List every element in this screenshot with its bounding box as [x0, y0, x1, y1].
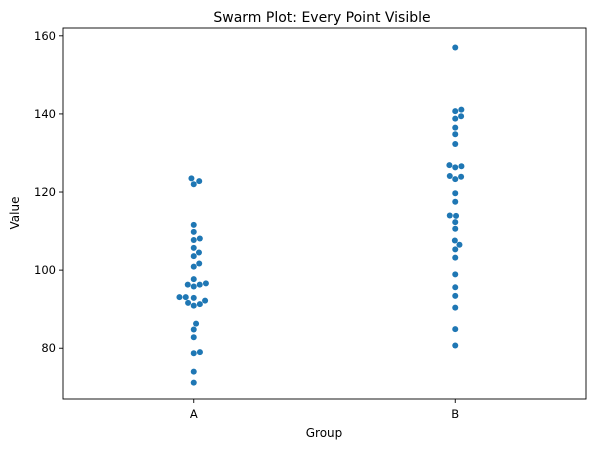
data-point-b: [453, 212, 460, 219]
data-point-a: [190, 350, 197, 357]
data-point-a: [196, 235, 203, 242]
data-point-b: [458, 173, 465, 180]
data-point-a: [196, 281, 203, 288]
y-tick-label: 80: [41, 341, 56, 355]
data-point-b: [458, 163, 465, 170]
data-point-a: [190, 263, 197, 270]
data-point-b: [456, 241, 463, 248]
data-point-b: [452, 225, 459, 232]
data-point-a: [196, 178, 203, 185]
data-point-a: [190, 276, 197, 283]
data-point-b: [452, 164, 459, 171]
data-point-a: [202, 297, 209, 304]
x-tick-label: A: [190, 407, 198, 421]
data-point-b: [452, 271, 459, 278]
data-point-a: [193, 320, 200, 327]
x-axis-label: Group: [306, 426, 343, 440]
data-point-a: [190, 253, 197, 260]
data-point-a: [195, 249, 202, 256]
data-point-b: [452, 124, 459, 131]
data-point-b: [452, 246, 459, 253]
data-point-b: [452, 304, 459, 311]
data-point-b: [458, 113, 465, 120]
y-tick-label: 100: [34, 263, 56, 277]
data-point-a: [190, 294, 197, 301]
data-point-a: [196, 349, 203, 356]
data-point-a: [190, 379, 197, 386]
data-point-b: [452, 131, 459, 138]
data-points: [176, 44, 465, 386]
data-point-a: [176, 294, 183, 301]
data-point-b: [452, 326, 459, 333]
data-point-b: [452, 115, 459, 122]
data-point-a: [190, 228, 197, 235]
data-point-b: [452, 219, 459, 226]
data-point-b: [446, 173, 453, 180]
data-point-a: [190, 237, 197, 244]
data-point-b: [452, 176, 459, 183]
data-point-a: [190, 244, 197, 251]
data-point-b: [452, 44, 459, 51]
data-point-a: [190, 283, 197, 290]
data-point-a: [202, 280, 209, 287]
data-point-b: [452, 284, 459, 291]
data-point-b: [452, 292, 459, 299]
data-point-a: [190, 181, 197, 188]
data-point-a: [190, 368, 197, 375]
plot-frame: [62, 27, 587, 400]
chart-title: Swarm Plot: Every Point Visible: [213, 10, 430, 26]
y-axis-label: Value: [8, 197, 22, 230]
data-point-b: [452, 108, 459, 115]
data-point-b: [452, 254, 459, 261]
y-axis: 80 100 120 140 160: [34, 29, 63, 355]
x-tick-label: B: [451, 407, 459, 421]
data-point-b: [452, 190, 459, 197]
data-point-b: [446, 162, 453, 169]
y-tick-label: 120: [34, 185, 56, 199]
data-point-b: [452, 140, 459, 147]
data-point-a: [184, 281, 191, 288]
data-point-b: [451, 237, 458, 244]
data-point-a: [196, 301, 203, 308]
data-point-a: [190, 302, 197, 309]
data-point-b: [452, 198, 459, 205]
y-tick-label: 140: [34, 107, 56, 121]
data-point-a: [190, 221, 197, 228]
data-point-a: [190, 334, 197, 341]
data-point-b: [458, 106, 465, 113]
data-point-b: [452, 342, 459, 349]
data-point-a: [185, 299, 192, 306]
data-point-b: [446, 212, 453, 219]
data-point-a: [190, 326, 197, 333]
data-point-a: [182, 294, 189, 301]
data-point-a: [188, 175, 195, 182]
y-tick-label: 160: [34, 29, 56, 43]
data-point-a: [196, 260, 203, 267]
